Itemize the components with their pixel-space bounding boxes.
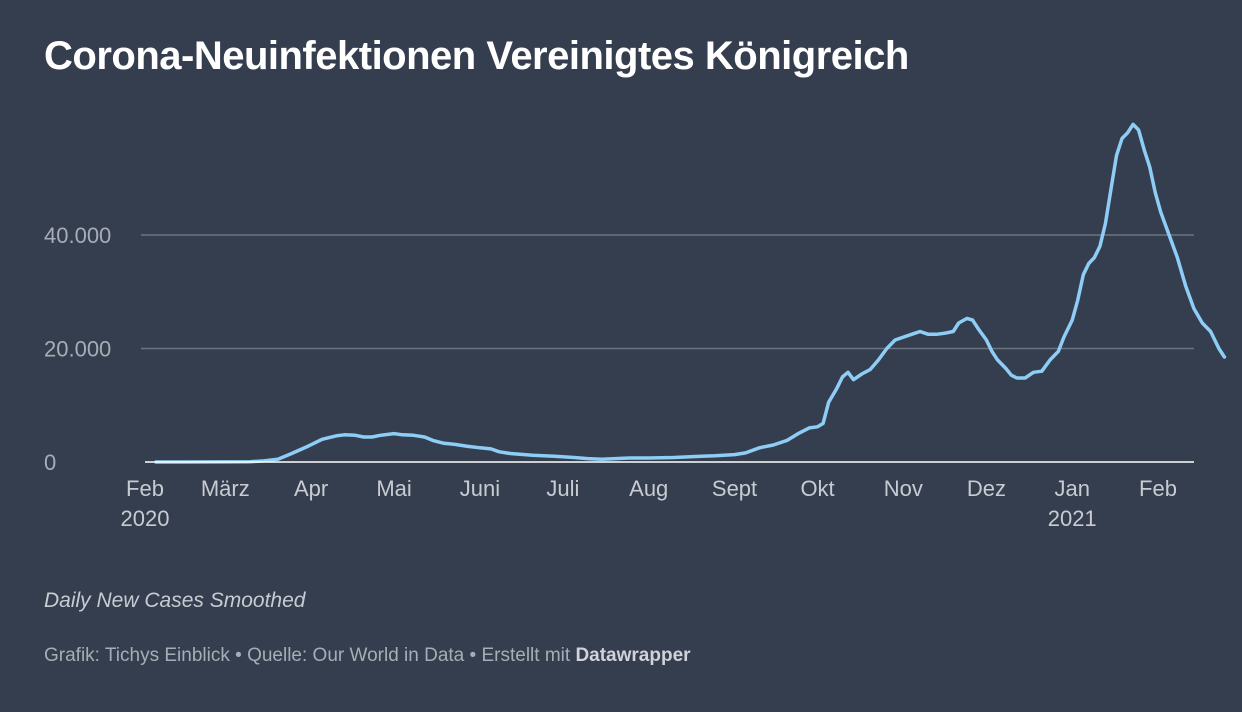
x-tick-year-label: 2021 [1048, 506, 1097, 531]
x-tick-label: März [201, 476, 250, 501]
x-tick-label: Aug [629, 476, 668, 501]
page-title: Corona-Neuinfektionen Vereinigtes Königr… [44, 34, 909, 78]
gridlines [141, 234, 1194, 350]
series-line-daily-new-cases [154, 122, 1227, 464]
x-tick-label: Nov [884, 476, 923, 501]
x-tick-label: Okt [800, 476, 834, 501]
x-tick-label: Feb [1139, 476, 1177, 501]
x-axis-ticks: Feb 2020 März Apr Mai Juni Juli Aug Sept Okt Nov De… [121, 476, 1177, 531]
y-tick-label: 0 [44, 450, 56, 475]
y-tick-label: 40.000 [44, 223, 111, 248]
x-tick-label: Jan [1054, 476, 1089, 501]
credits-grafik-label: Grafik: [44, 645, 100, 666]
credits-line: Grafik: Tichys Einblick • Quelle: Our Wo… [44, 645, 691, 667]
credits-separator: • [235, 645, 242, 666]
credits-separator: • [469, 645, 477, 666]
x-tick-label: Feb [126, 476, 164, 501]
credits-quelle-value[interactable]: Our World in Data [312, 645, 465, 666]
x-tick-label: Sept [712, 476, 757, 501]
x-tick-label: Juni [460, 476, 500, 501]
credits-tool-link[interactable]: Datawrapper [575, 645, 691, 666]
credits-quelle-label: Quelle: [247, 645, 308, 666]
x-tick-label: Juli [546, 476, 579, 501]
x-tick-year-label: 2020 [121, 506, 170, 531]
x-tick-label: Dez [967, 476, 1006, 501]
x-tick-label: Apr [294, 476, 328, 501]
y-axis-ticks: 0 20.000 40.000 [44, 223, 111, 475]
credits-erstellt-label: Erstellt mit [481, 645, 571, 666]
credits-grafik-value: Tichys Einblick [104, 645, 230, 666]
chart-note: Daily New Cases Smoothed [44, 589, 306, 612]
x-tick-label: Mai [376, 476, 411, 501]
y-tick-label: 20.000 [44, 337, 111, 362]
